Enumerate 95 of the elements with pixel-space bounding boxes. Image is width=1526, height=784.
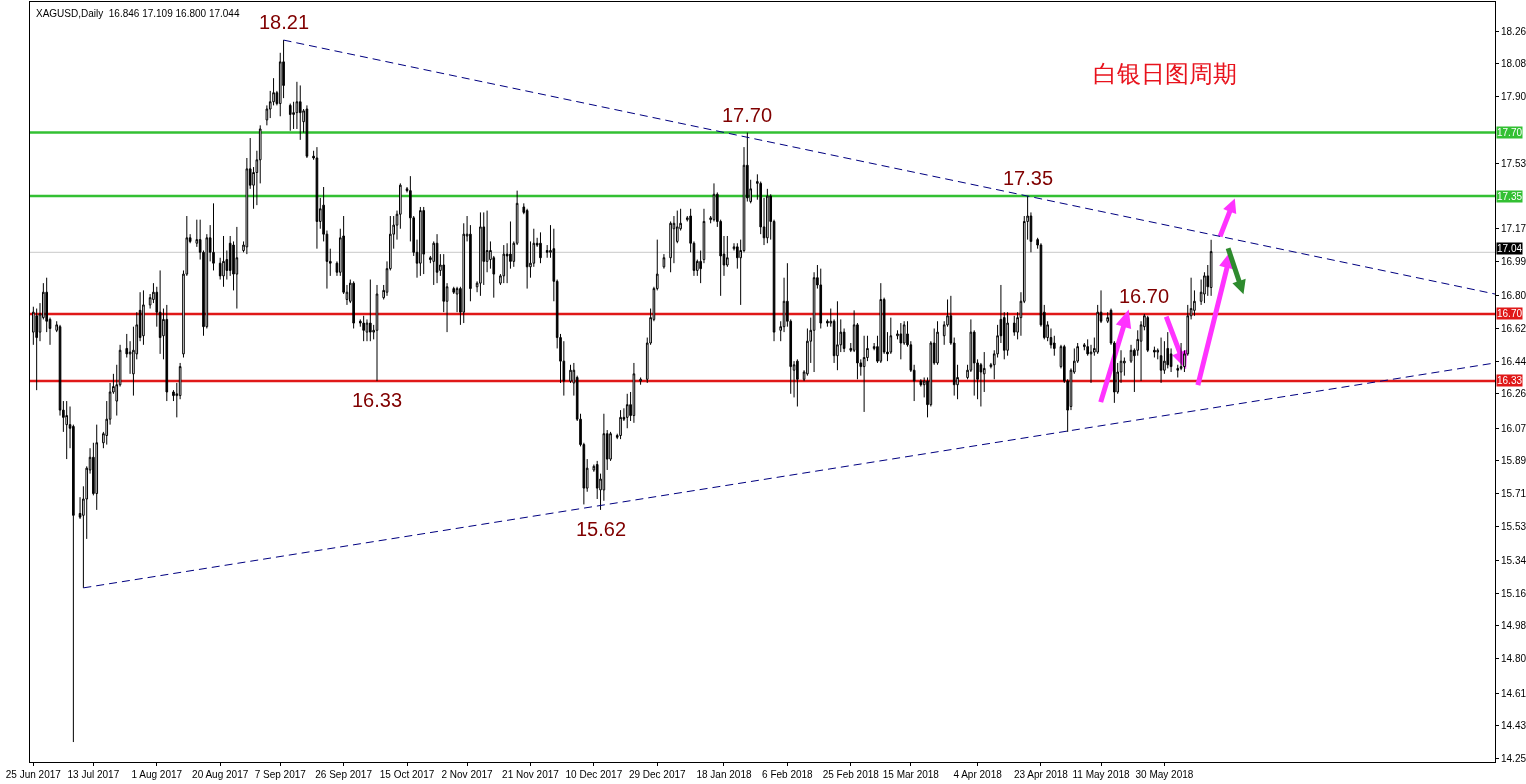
candlestick [819, 268, 823, 329]
x-tick-label: 11 May 2018 [1072, 769, 1130, 780]
candlestick [288, 103, 292, 132]
y-tick-label: 14.98 [1501, 620, 1526, 632]
candlestick [1209, 239, 1213, 297]
x-tick-label: 20 Aug 2017 [192, 769, 249, 780]
x-tick-label: 26 Sep 2017 [315, 769, 373, 780]
annotation: 18.21 [259, 11, 310, 33]
candlestick [862, 335, 866, 413]
y-tick-label: 18.26 [1501, 25, 1526, 37]
x-tick-label: 4 Apr 2018 [953, 769, 1003, 780]
y-tick-label: 15.16 [1501, 587, 1526, 599]
y-tick-label: 15.34 [1501, 555, 1526, 567]
candlestick [539, 231, 542, 264]
candlestick [632, 362, 636, 424]
ref-line-label: 17.35 [1497, 191, 1523, 202]
y-tick-label: 16.26 [1501, 388, 1526, 400]
candlestick [502, 244, 506, 284]
annotation: 17.70 [722, 104, 773, 126]
candlestick [158, 269, 162, 355]
candlestick [836, 300, 839, 371]
candlestick [1153, 346, 1156, 359]
text: 白银日图周期 [1093, 60, 1237, 89]
candlestick [669, 220, 672, 273]
ref-line-label: 16.70 [1497, 308, 1523, 319]
candlestick [142, 289, 145, 346]
x-tick-label: 10 Dec 2017 [565, 769, 623, 780]
y-tick-label: 14.80 [1501, 653, 1526, 665]
x-tick-label: 6 Feb 2018 [762, 769, 814, 780]
annotation: 15.62 [576, 518, 627, 540]
candlestick [435, 233, 439, 284]
x-tick-label: 15 Mar 2018 [882, 769, 940, 780]
x-tick-label: 21 Nov 2017 [502, 769, 560, 780]
candlestick [619, 409, 622, 440]
candlestick [369, 279, 372, 342]
ref-line-label: 17.70 [1497, 127, 1523, 138]
text: XAGUSD,Daily 16.846 17.109 16.800 17.044 [36, 8, 240, 19]
x-tick-label: 23 Apr 2018 [1013, 769, 1069, 780]
y-tick-label: 15.89 [1501, 455, 1526, 467]
candlestick [1159, 337, 1163, 384]
annotation: 16.33 [352, 389, 403, 411]
x-tick-label: 2 Nov 2017 [441, 769, 494, 780]
candlestick [65, 400, 69, 460]
y-tick-label: 16.44 [1501, 355, 1526, 367]
candlestick [165, 304, 169, 402]
candlestick [222, 235, 225, 288]
candlestick [1006, 311, 1009, 357]
candlestick [766, 188, 769, 244]
x-tick-label: 25 Feb 2018 [822, 769, 880, 780]
annotation: 17.35 [1003, 167, 1054, 189]
x-tick-label: 7 Sep 2017 [254, 769, 307, 780]
ref-line-label: 16.33 [1497, 375, 1523, 386]
y-tick-label: 14.25 [1501, 752, 1526, 764]
candlestick [422, 206, 426, 275]
candlestick [362, 315, 365, 342]
y-tick-label: 17.90 [1501, 90, 1526, 102]
ref-line-label: 17.04 [1497, 243, 1523, 254]
y-tick-label: 17.17 [1501, 223, 1526, 235]
y-tick-label: 16.07 [1501, 422, 1526, 434]
candlestick [936, 320, 939, 366]
x-tick-label: 29 Dec 2017 [628, 769, 687, 780]
y-tick-label: 16.80 [1501, 290, 1526, 302]
candlestick [662, 253, 666, 270]
y-tick-label: 14.61 [1501, 687, 1526, 699]
x-tick-label: 30 May 2018 [1135, 769, 1194, 780]
candlestick [315, 146, 319, 250]
candlestick [212, 202, 215, 271]
y-tick-label: 16.62 [1501, 322, 1526, 334]
y-tick-label: 17.53 [1501, 157, 1526, 169]
candlestick [479, 211, 482, 297]
candlestick [95, 424, 99, 511]
candlestick [235, 226, 239, 310]
x-tick-label: 15 Oct 2017 [379, 769, 435, 780]
y-tick-label: 16.99 [1501, 255, 1526, 267]
candlestick [796, 358, 799, 407]
y-tick-label: 15.71 [1501, 488, 1526, 500]
candlestick [352, 280, 355, 329]
y-tick-label: 14.43 [1501, 720, 1526, 732]
candlestick [899, 322, 903, 360]
candlestick [1012, 315, 1016, 337]
candlestick [298, 84, 302, 141]
x-tick-label: 18 Jan 2018 [696, 769, 752, 780]
candlestick [419, 206, 422, 277]
candlestick [639, 376, 642, 386]
candlestick [1146, 315, 1150, 353]
annotation: 16.70 [1119, 285, 1170, 307]
candlestick [625, 393, 629, 429]
x-tick-label: 25 Jun 2017 [5, 769, 62, 780]
candlestick [375, 284, 379, 382]
candlestick [305, 104, 309, 159]
candlestick [879, 282, 883, 364]
x-tick-label: 1 Aug 2017 [131, 769, 183, 780]
y-tick-label: 15.53 [1501, 520, 1526, 532]
x-tick-label: 13 Jul 2017 [67, 769, 120, 780]
y-tick-label: 18.08 [1501, 58, 1526, 70]
